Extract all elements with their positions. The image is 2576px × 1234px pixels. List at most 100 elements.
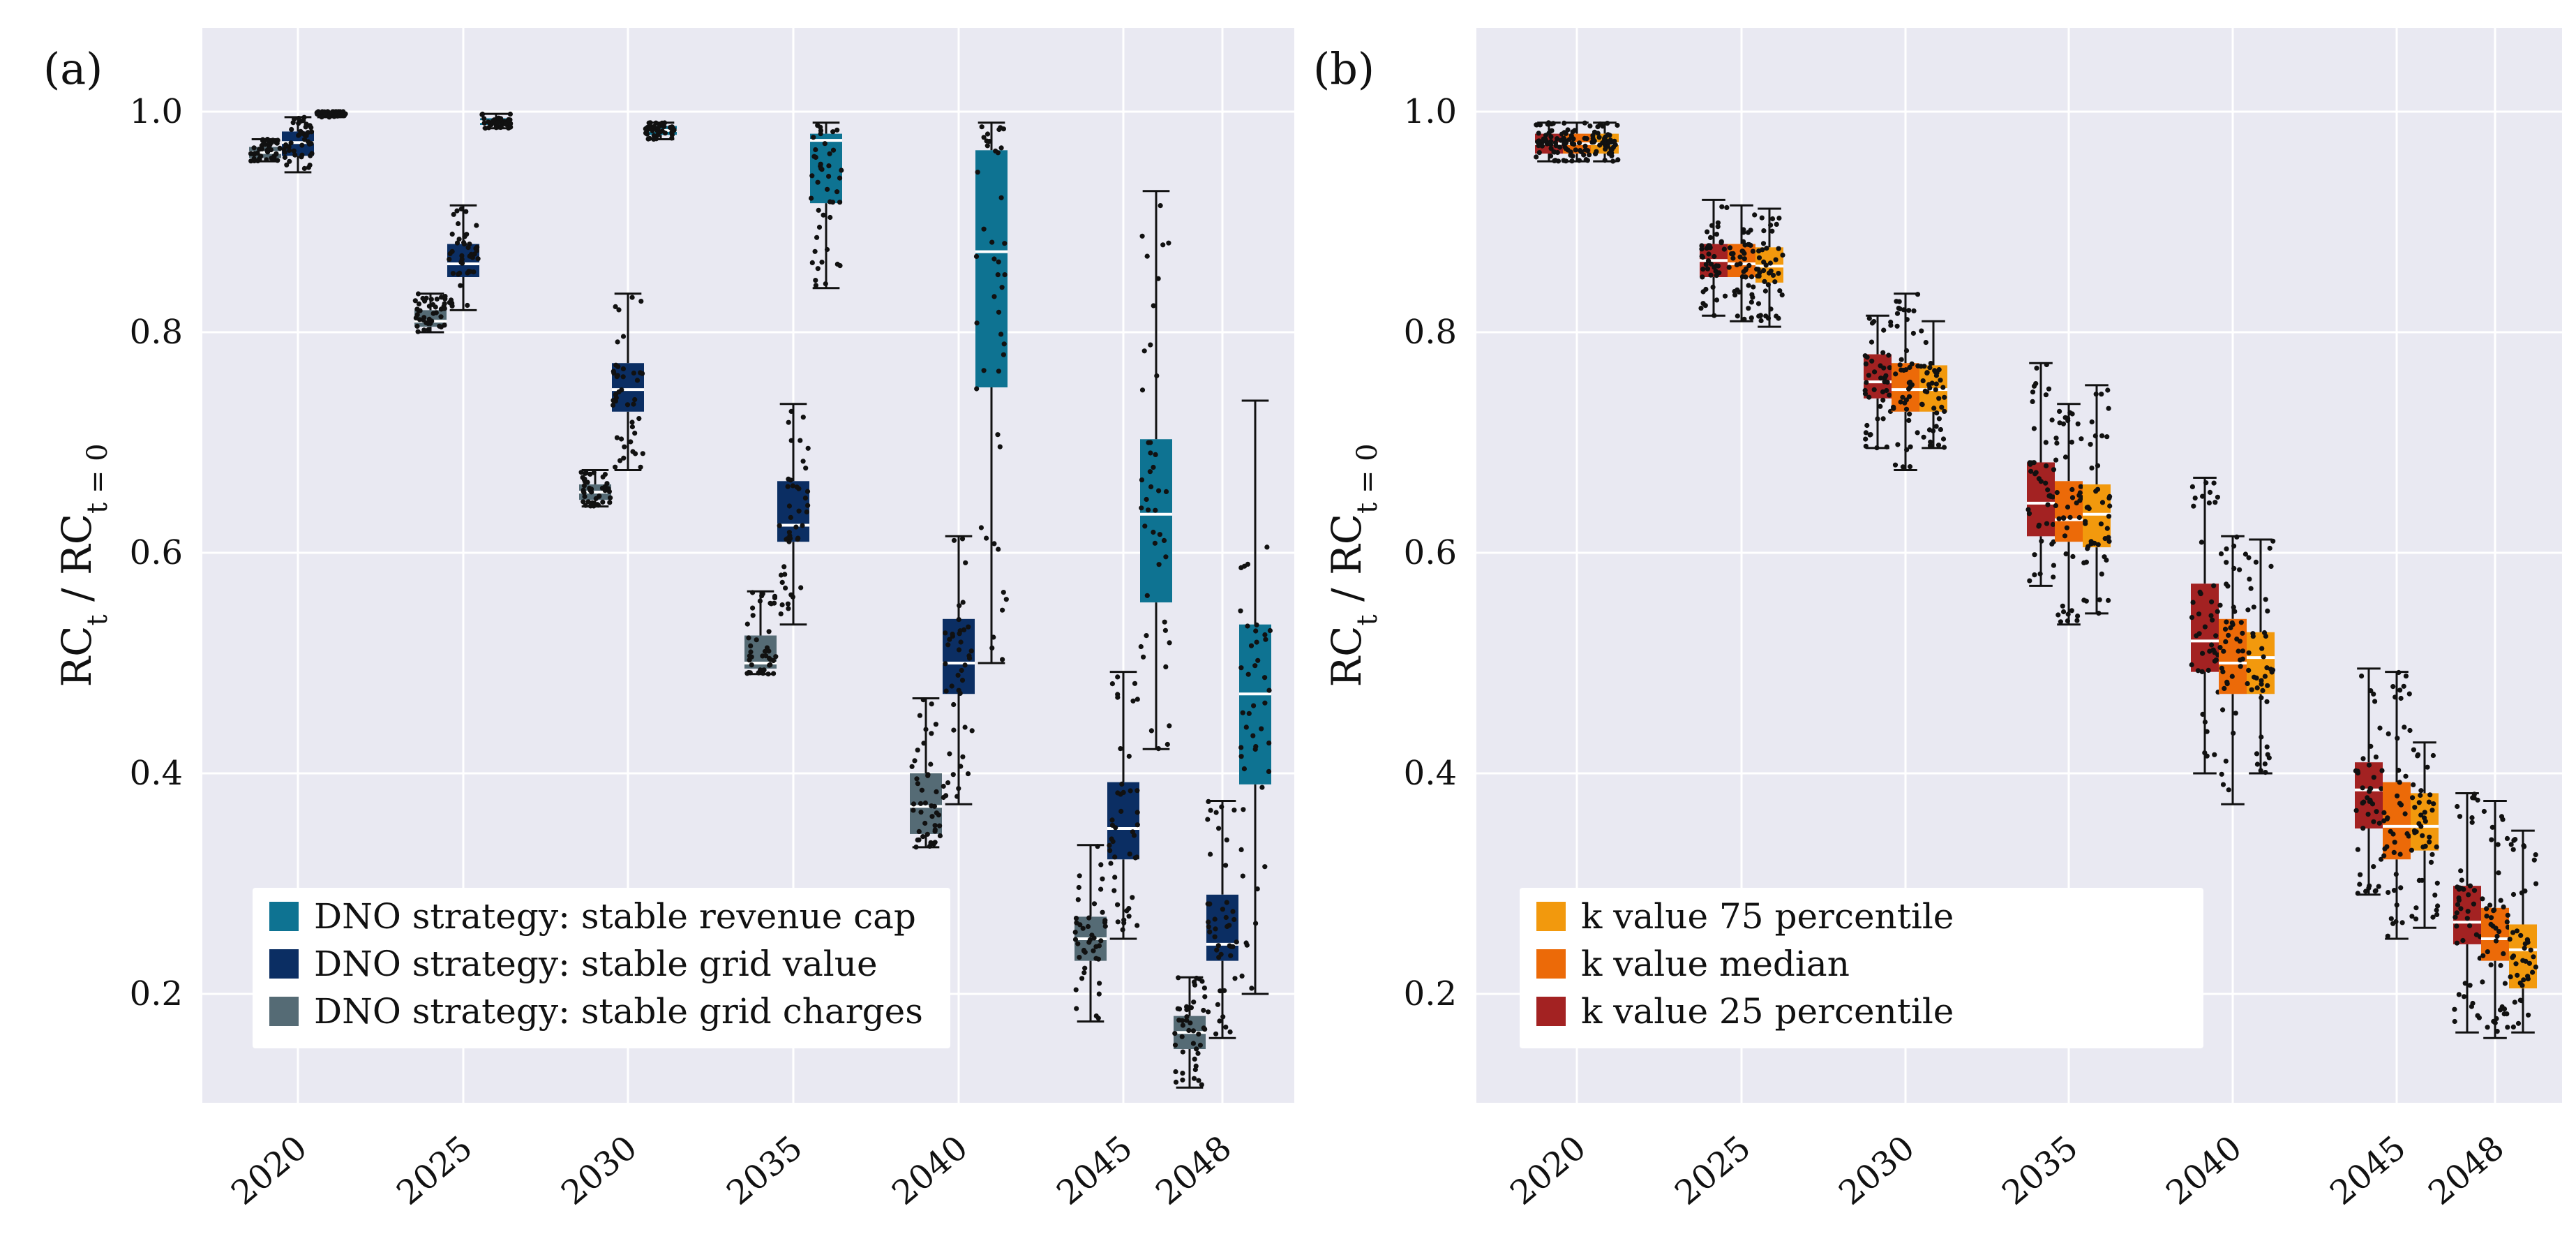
data-point xyxy=(1126,914,1132,919)
data-point xyxy=(2030,389,2036,395)
legend-item: DNO strategy: stable grid value xyxy=(269,944,878,984)
data-point xyxy=(2487,902,2493,908)
data-point xyxy=(2044,463,2049,469)
data-point xyxy=(1748,315,1754,320)
data-point xyxy=(1001,590,1006,595)
data-point xyxy=(1726,265,1732,270)
data-point xyxy=(1936,416,1942,422)
data-point xyxy=(2505,1025,2510,1030)
data-point xyxy=(607,500,613,505)
data-point xyxy=(1079,976,1085,981)
data-point xyxy=(1772,279,1778,285)
points xyxy=(1891,292,1921,470)
data-point xyxy=(1929,380,1935,386)
data-point xyxy=(1615,157,1621,163)
box-group xyxy=(2053,403,2085,626)
data-point xyxy=(1180,1049,1185,1055)
data-point xyxy=(962,724,968,730)
data-point xyxy=(2051,467,2057,473)
data-point xyxy=(818,131,823,137)
data-point xyxy=(947,751,952,757)
data-point xyxy=(2098,521,2104,527)
data-point xyxy=(2399,920,2405,926)
points xyxy=(2053,408,2085,625)
data-point xyxy=(1874,445,1880,451)
data-point xyxy=(1115,902,1121,907)
data-point xyxy=(1768,306,1774,312)
data-point xyxy=(1208,808,1213,813)
data-point xyxy=(2250,634,2256,639)
data-point xyxy=(581,483,587,489)
data-point xyxy=(1880,397,1886,403)
data-point xyxy=(447,256,452,262)
box-group xyxy=(1589,121,1621,164)
data-point xyxy=(911,801,917,807)
data-point xyxy=(1903,348,1910,353)
data-point xyxy=(2095,463,2101,468)
data-point xyxy=(262,141,267,147)
data-point xyxy=(828,199,833,205)
data-point xyxy=(587,471,593,477)
data-point xyxy=(630,449,636,454)
data-point xyxy=(1724,205,1730,210)
data-point xyxy=(1228,953,1234,958)
box-group xyxy=(2452,791,2483,1034)
data-point xyxy=(1222,988,1227,993)
data-point xyxy=(2454,923,2459,929)
data-point xyxy=(283,142,289,148)
data-point xyxy=(991,256,997,262)
data-point xyxy=(1093,1013,1099,1019)
data-point xyxy=(2385,815,2390,821)
data-point xyxy=(2224,619,2229,625)
legend-swatch xyxy=(1536,997,1566,1026)
data-point xyxy=(1093,956,1099,961)
data-point xyxy=(1144,496,1149,503)
data-point xyxy=(1568,133,1574,138)
data-point xyxy=(1001,341,1007,347)
data-point xyxy=(1152,540,1158,546)
data-point xyxy=(975,170,980,175)
data-point xyxy=(1231,808,1237,813)
data-point xyxy=(2226,632,2231,638)
points xyxy=(941,536,975,801)
data-point xyxy=(475,256,481,262)
data-point xyxy=(1254,622,1259,627)
box-group xyxy=(2480,800,2511,1039)
data-point xyxy=(2391,849,2397,855)
data-point xyxy=(2259,681,2264,687)
data-point xyxy=(275,137,280,143)
data-point xyxy=(1719,204,1725,209)
data-point xyxy=(919,787,924,793)
data-point xyxy=(1714,297,1720,303)
data-point xyxy=(611,398,616,403)
data-point xyxy=(960,754,966,759)
data-point xyxy=(1263,637,1268,642)
data-point xyxy=(1779,292,1785,298)
data-point xyxy=(1111,888,1117,893)
points xyxy=(1862,315,1894,451)
legend-label: k value 75 percentile xyxy=(1581,896,1954,937)
data-point xyxy=(611,402,616,408)
data-point xyxy=(2434,907,2439,913)
data-point xyxy=(1906,417,1912,424)
data-point xyxy=(2104,557,2109,563)
data-point xyxy=(463,209,469,214)
data-point xyxy=(1074,1006,1079,1011)
box-group xyxy=(447,204,481,311)
data-point xyxy=(2200,493,2206,499)
y-title-sub1: t xyxy=(82,614,114,625)
data-point xyxy=(993,148,998,154)
data-point xyxy=(1553,143,1559,149)
data-point xyxy=(2043,480,2049,486)
data-point xyxy=(2494,1029,2500,1034)
data-point xyxy=(2065,618,2070,624)
box-group xyxy=(744,590,779,677)
data-point xyxy=(2361,799,2367,805)
data-point xyxy=(2499,1004,2505,1010)
legend-label: DNO strategy: stable grid charges xyxy=(314,991,923,1032)
data-point xyxy=(1565,147,1571,153)
data-point xyxy=(1866,315,1872,321)
data-point xyxy=(1606,140,1612,145)
data-point xyxy=(1700,274,1705,280)
data-point xyxy=(1190,1041,1196,1046)
